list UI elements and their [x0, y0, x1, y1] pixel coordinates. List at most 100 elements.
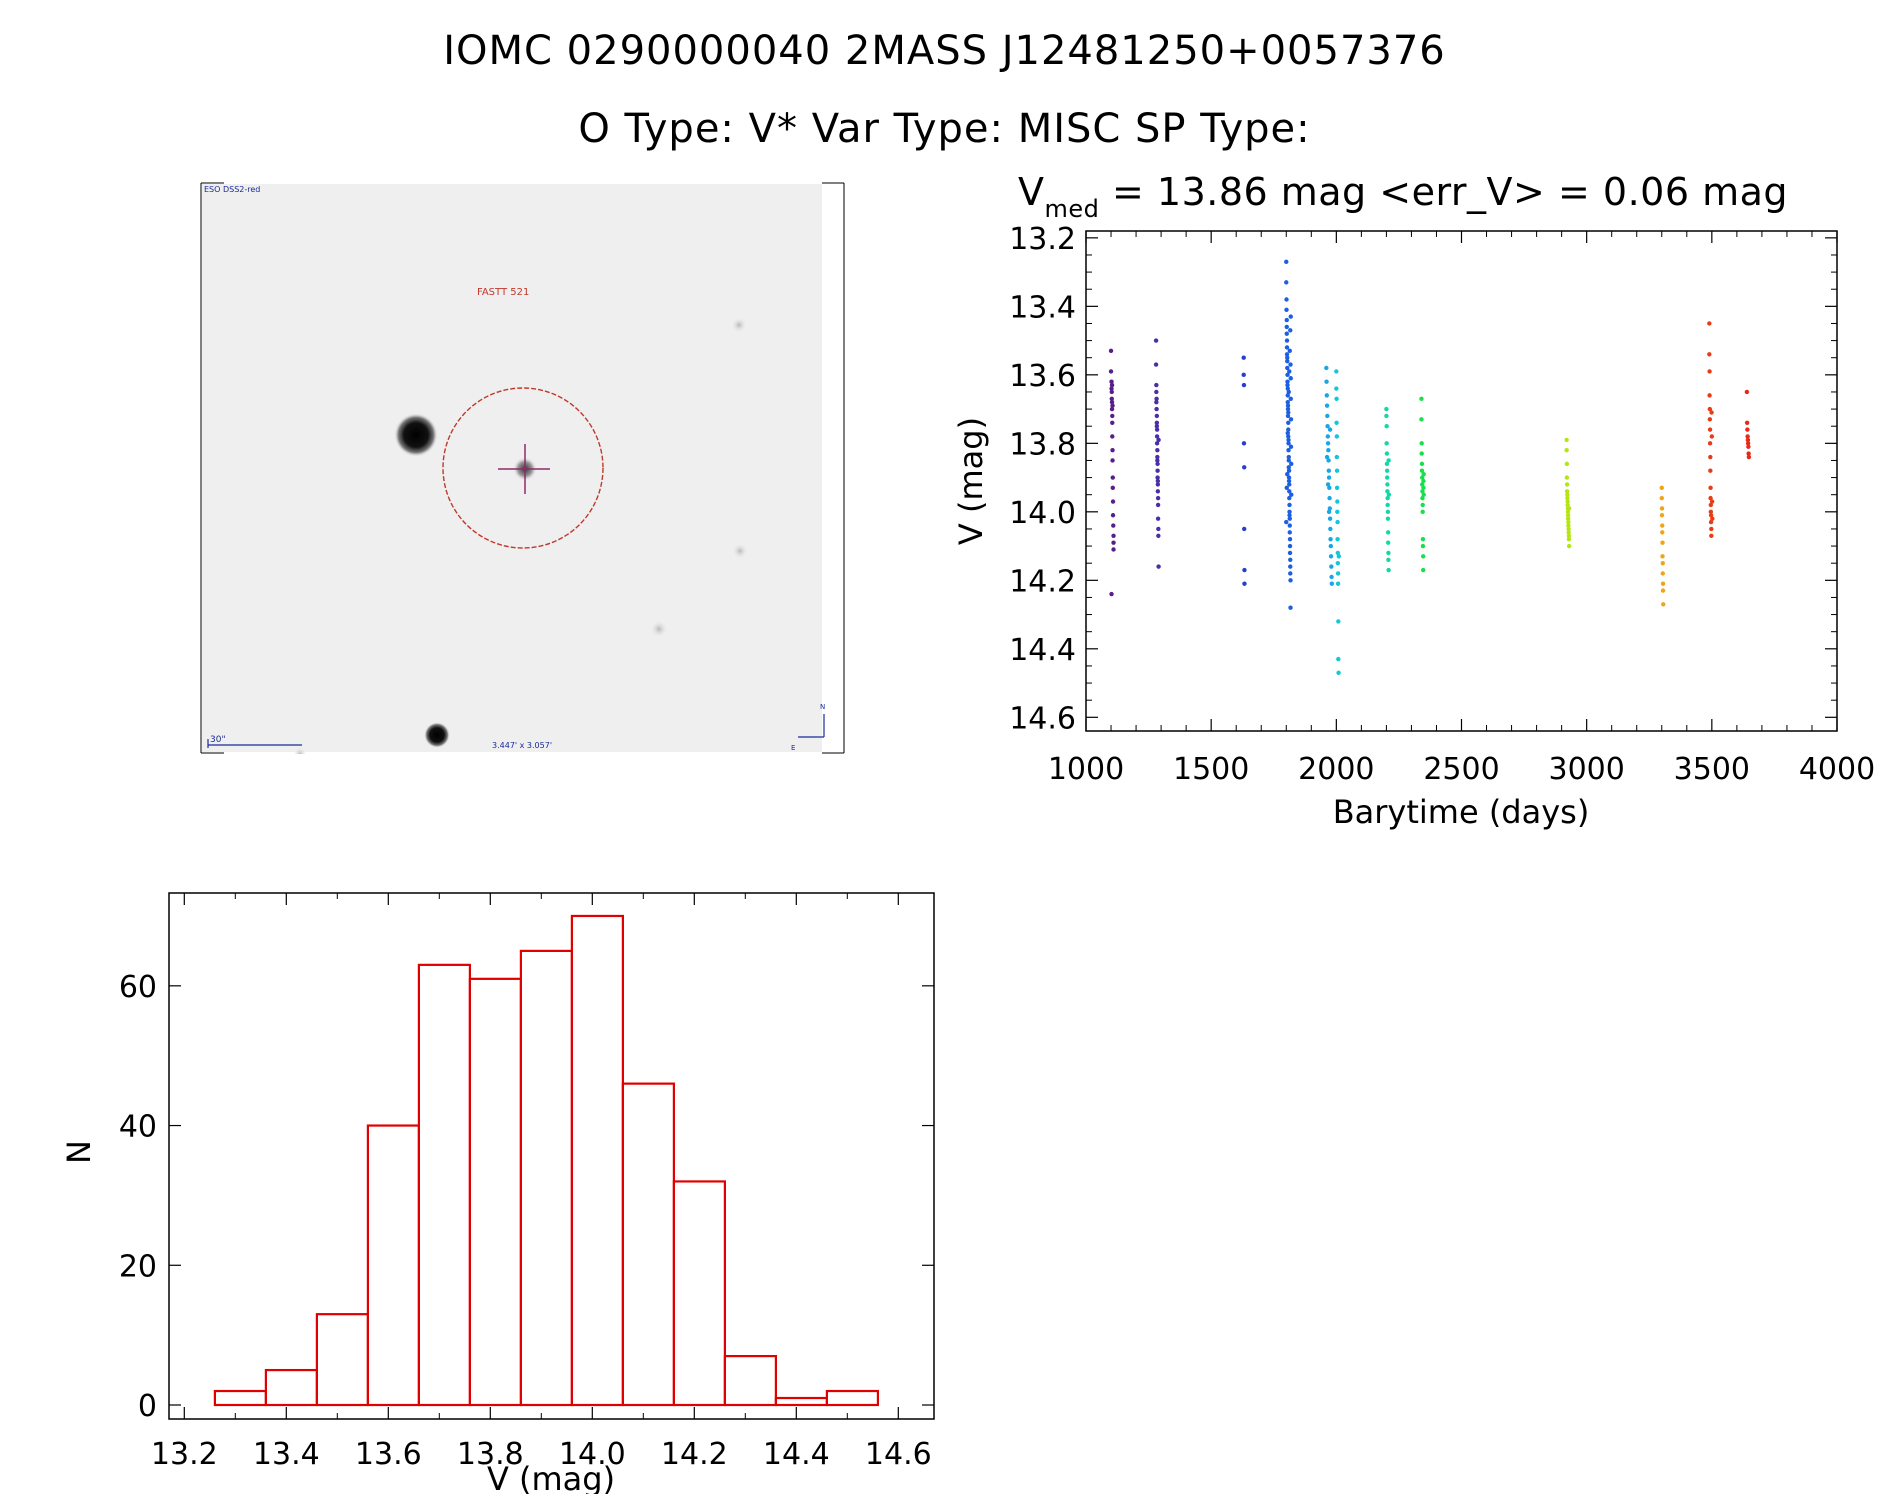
lc-point	[1326, 458, 1331, 463]
lc-point	[1325, 434, 1331, 439]
lc-point	[1325, 424, 1330, 429]
lc-xlabel: Barytime (days)	[1333, 793, 1590, 831]
lc-point	[1565, 513, 1571, 518]
lc-point	[1109, 379, 1114, 384]
lc-point	[1745, 434, 1750, 439]
lc-point	[1708, 454, 1713, 460]
lc-point	[1109, 382, 1115, 388]
lc-point	[1566, 530, 1571, 535]
lc-point	[1288, 396, 1293, 402]
faint-star-1	[732, 543, 748, 559]
lc-point	[1566, 523, 1571, 528]
lc-point	[1285, 355, 1290, 360]
lc-point	[1154, 396, 1159, 402]
lc-point	[1420, 537, 1426, 542]
lc-point	[1287, 502, 1292, 508]
lc-point	[1707, 352, 1712, 357]
lc-point	[1153, 338, 1159, 343]
lc-point	[1289, 461, 1294, 467]
lc-title-sub: med	[1045, 195, 1100, 223]
lc-point	[1745, 441, 1751, 446]
faint-star-4	[293, 747, 307, 754]
lc-point	[1660, 581, 1666, 586]
hist-bar	[825, 1389, 880, 1407]
lc-point	[1659, 513, 1665, 518]
lc-point	[1286, 410, 1291, 415]
lc-point	[1419, 468, 1425, 473]
hist-ytick-label: 20	[119, 1249, 157, 1284]
lc-point	[1334, 420, 1339, 425]
lc-point	[1110, 403, 1115, 408]
lc-point	[1285, 393, 1290, 398]
lc-point	[1419, 451, 1424, 456]
lc-point	[1707, 427, 1713, 432]
lc-point	[1109, 406, 1115, 412]
lc-point	[1419, 396, 1424, 402]
lc-point	[1155, 458, 1160, 463]
lc-xtick-label: 1500	[1173, 752, 1249, 787]
faint-star-2	[650, 620, 668, 638]
lc-point	[1287, 513, 1292, 518]
lc-point	[1660, 588, 1666, 593]
lc-point	[1287, 543, 1293, 549]
lc-point	[1420, 502, 1425, 508]
lc-point	[1709, 533, 1714, 538]
lc-point	[1111, 523, 1116, 528]
lc-point	[1419, 461, 1425, 467]
lc-point	[1335, 509, 1340, 515]
lc-point	[1154, 434, 1160, 439]
lc-point	[1327, 506, 1333, 511]
lc-point	[1564, 489, 1570, 494]
lc-point	[1325, 413, 1330, 419]
hist-xtick-label: 14.2	[661, 1437, 728, 1472]
lc-point	[1285, 430, 1290, 436]
lc-point	[1385, 540, 1391, 545]
lc-point	[1286, 465, 1291, 470]
lc-point	[1336, 656, 1341, 662]
lc-point	[1289, 492, 1294, 497]
lc-point	[1565, 509, 1571, 515]
lc-point	[1285, 386, 1290, 391]
lc-point	[1284, 280, 1289, 285]
lc-point	[1708, 502, 1714, 508]
lc-ylabel: V (mag)	[952, 417, 990, 545]
lc-point	[1288, 557, 1293, 562]
lc-point	[1385, 489, 1390, 494]
lc-point	[1386, 550, 1391, 556]
lc-point	[1110, 499, 1116, 504]
lc-ytick-label: 14.2	[1009, 564, 1076, 599]
compass-east-label: E	[791, 744, 795, 752]
lc-point	[1155, 461, 1160, 467]
lc-point	[1284, 259, 1289, 265]
hist-plot-frame	[168, 892, 935, 1420]
lc-point	[1109, 591, 1114, 597]
lc-point	[1564, 447, 1569, 453]
lc-point	[1710, 516, 1715, 521]
lc-point	[1110, 447, 1115, 453]
lc-point	[1288, 328, 1293, 333]
lc-point	[1108, 348, 1114, 354]
target-label: FASTT 521	[477, 287, 529, 298]
lc-point	[1327, 485, 1332, 491]
lc-point	[1421, 478, 1426, 484]
lc-point	[1155, 468, 1160, 473]
lc-point	[1155, 478, 1161, 484]
light-curve-chart: Vmed = 13.86 mag <err_V> = 0.06 mag 1000…	[952, 170, 1875, 831]
lc-point	[1287, 495, 1292, 501]
lc-point	[1109, 389, 1114, 395]
lc-point	[1420, 567, 1426, 573]
lc-point	[1156, 564, 1161, 569]
lc-point	[1420, 543, 1426, 549]
lc-point	[1284, 338, 1290, 343]
lc-point	[1744, 420, 1750, 425]
lc-point	[1566, 537, 1572, 542]
lc-point	[1708, 513, 1714, 518]
lc-point	[1565, 516, 1571, 521]
lc-point	[1746, 451, 1751, 456]
lc-point	[1284, 519, 1289, 525]
lc-xtick-label: 3500	[1674, 752, 1750, 787]
lc-point	[1154, 420, 1160, 425]
lc-point	[1328, 537, 1333, 542]
lc-point	[1334, 485, 1340, 491]
hist-bar	[366, 1124, 420, 1407]
